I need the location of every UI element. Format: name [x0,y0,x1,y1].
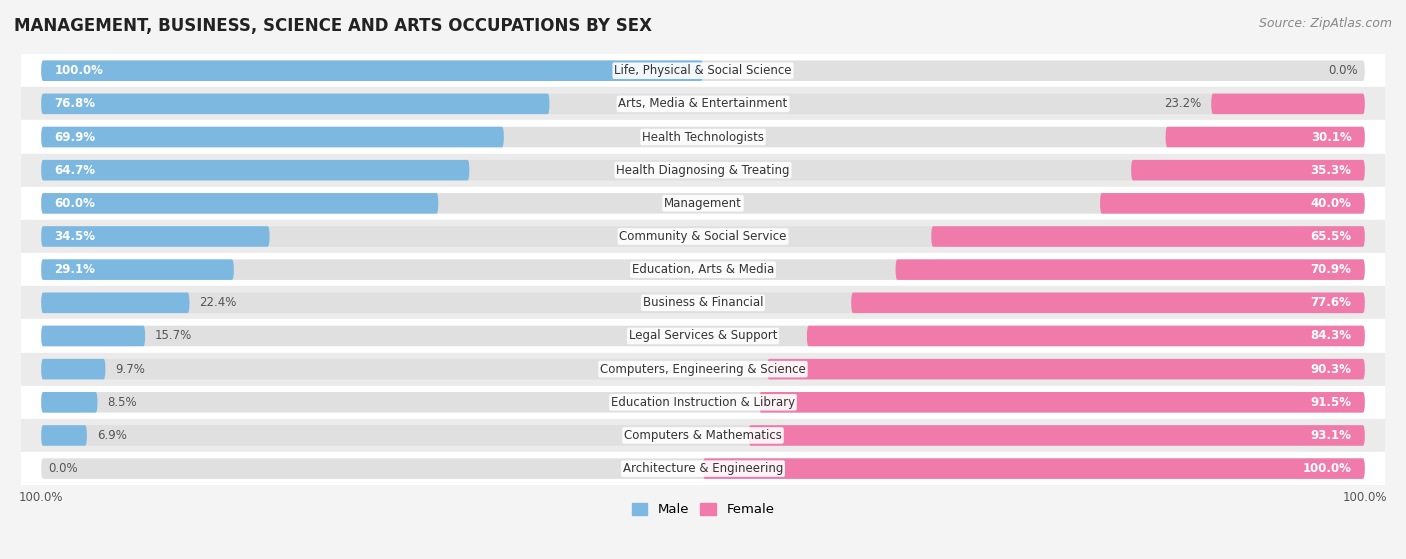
Text: 22.4%: 22.4% [200,296,236,309]
Text: Computers & Mathematics: Computers & Mathematics [624,429,782,442]
FancyBboxPatch shape [748,425,1365,446]
FancyBboxPatch shape [703,458,1365,479]
FancyBboxPatch shape [759,392,1365,413]
FancyBboxPatch shape [41,226,270,247]
Text: Life, Physical & Social Science: Life, Physical & Social Science [614,64,792,77]
Bar [21,87,1385,120]
FancyBboxPatch shape [41,226,1365,247]
Text: MANAGEMENT, BUSINESS, SCIENCE AND ARTS OCCUPATIONS BY SEX: MANAGEMENT, BUSINESS, SCIENCE AND ARTS O… [14,17,652,35]
Text: 93.1%: 93.1% [1310,429,1351,442]
Bar [21,120,1385,154]
Bar [21,253,1385,286]
Text: 0.0%: 0.0% [48,462,77,475]
Text: 69.9%: 69.9% [55,131,96,144]
Text: Health Technologists: Health Technologists [643,131,763,144]
Bar [21,319,1385,353]
Text: Legal Services & Support: Legal Services & Support [628,329,778,343]
Text: Source: ZipAtlas.com: Source: ZipAtlas.com [1258,17,1392,30]
FancyBboxPatch shape [41,160,1365,181]
FancyBboxPatch shape [1099,193,1365,214]
Text: Management: Management [664,197,742,210]
Text: Computers, Engineering & Science: Computers, Engineering & Science [600,363,806,376]
Text: Education, Arts & Media: Education, Arts & Media [631,263,775,276]
FancyBboxPatch shape [768,359,1365,380]
Bar [21,154,1385,187]
Text: Architecture & Engineering: Architecture & Engineering [623,462,783,475]
FancyBboxPatch shape [41,93,1365,114]
Text: 91.5%: 91.5% [1310,396,1351,409]
Text: 60.0%: 60.0% [55,197,96,210]
Text: 29.1%: 29.1% [55,263,96,276]
Text: 100.0%: 100.0% [55,64,104,77]
Text: 65.5%: 65.5% [1310,230,1351,243]
FancyBboxPatch shape [896,259,1365,280]
Text: 77.6%: 77.6% [1310,296,1351,309]
FancyBboxPatch shape [41,292,1365,313]
FancyBboxPatch shape [41,292,190,313]
Bar [21,220,1385,253]
Text: 76.8%: 76.8% [55,97,96,110]
FancyBboxPatch shape [41,160,470,181]
Text: 6.9%: 6.9% [97,429,127,442]
Bar [21,419,1385,452]
Text: 9.7%: 9.7% [115,363,145,376]
Text: 30.1%: 30.1% [1310,131,1351,144]
Text: 15.7%: 15.7% [155,329,193,343]
FancyBboxPatch shape [851,292,1365,313]
FancyBboxPatch shape [41,392,1365,413]
FancyBboxPatch shape [1166,127,1365,148]
Bar [21,286,1385,319]
Text: Community & Social Service: Community & Social Service [619,230,787,243]
FancyBboxPatch shape [41,425,1365,446]
FancyBboxPatch shape [1211,93,1365,114]
Text: Business & Financial: Business & Financial [643,296,763,309]
Text: 34.5%: 34.5% [55,230,96,243]
FancyBboxPatch shape [41,359,105,380]
FancyBboxPatch shape [41,60,1365,81]
FancyBboxPatch shape [931,226,1365,247]
FancyBboxPatch shape [41,259,1365,280]
Text: 84.3%: 84.3% [1310,329,1351,343]
Text: 35.3%: 35.3% [1310,164,1351,177]
Text: 40.0%: 40.0% [1310,197,1351,210]
Legend: Male, Female: Male, Female [626,498,780,522]
FancyBboxPatch shape [1132,160,1365,181]
Text: 8.5%: 8.5% [107,396,136,409]
Text: Health Diagnosing & Treating: Health Diagnosing & Treating [616,164,790,177]
Bar [21,386,1385,419]
FancyBboxPatch shape [41,93,550,114]
FancyBboxPatch shape [41,193,439,214]
Text: Education Instruction & Library: Education Instruction & Library [612,396,794,409]
Bar [21,187,1385,220]
FancyBboxPatch shape [41,425,87,446]
Text: 70.9%: 70.9% [1310,263,1351,276]
Text: 90.3%: 90.3% [1310,363,1351,376]
FancyBboxPatch shape [41,359,1365,380]
Text: 100.0%: 100.0% [1302,462,1351,475]
FancyBboxPatch shape [41,259,233,280]
FancyBboxPatch shape [41,193,1365,214]
Bar [21,452,1385,485]
FancyBboxPatch shape [41,392,97,413]
Text: 0.0%: 0.0% [1329,64,1358,77]
Bar [21,54,1385,87]
FancyBboxPatch shape [41,326,1365,346]
FancyBboxPatch shape [41,326,145,346]
Bar [21,353,1385,386]
FancyBboxPatch shape [807,326,1365,346]
FancyBboxPatch shape [41,127,503,148]
Text: Arts, Media & Entertainment: Arts, Media & Entertainment [619,97,787,110]
Text: 23.2%: 23.2% [1164,97,1201,110]
Text: 64.7%: 64.7% [55,164,96,177]
FancyBboxPatch shape [41,60,703,81]
FancyBboxPatch shape [41,458,1365,479]
FancyBboxPatch shape [41,127,1365,148]
